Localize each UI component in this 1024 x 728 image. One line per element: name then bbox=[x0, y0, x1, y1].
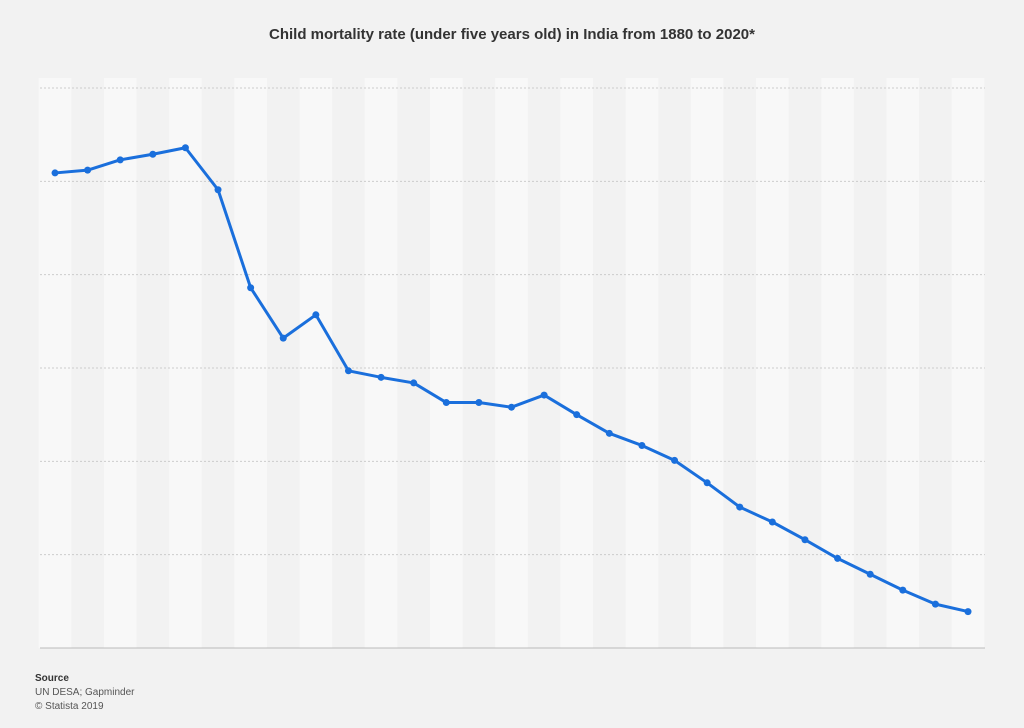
data-point bbox=[931, 600, 939, 608]
column-band bbox=[103, 78, 137, 648]
data-point bbox=[768, 518, 776, 526]
column-band bbox=[38, 78, 72, 648]
source-note: Source UN DESA; Gapminder © Statista 201… bbox=[35, 672, 134, 714]
chart-title: Child mortality rate (under five years o… bbox=[269, 26, 755, 43]
data-point bbox=[214, 186, 222, 194]
data-point bbox=[116, 156, 124, 164]
data-point bbox=[573, 411, 581, 419]
data-point bbox=[605, 429, 613, 437]
data-point bbox=[899, 586, 907, 594]
source-text: UN DESA; Gapminder bbox=[35, 687, 135, 698]
copyright-text: © Statista 2019 bbox=[35, 701, 104, 712]
data-point bbox=[279, 334, 287, 342]
data-point bbox=[671, 456, 679, 464]
data-point bbox=[638, 441, 646, 449]
column-band bbox=[690, 78, 724, 648]
data-point bbox=[410, 379, 418, 387]
data-point bbox=[247, 284, 255, 292]
column-band bbox=[429, 78, 463, 648]
data-point bbox=[312, 311, 320, 319]
data-point bbox=[964, 608, 972, 616]
data-point bbox=[51, 169, 59, 177]
data-point bbox=[475, 399, 483, 407]
data-point bbox=[344, 367, 352, 375]
data-point bbox=[703, 479, 711, 487]
data-point bbox=[377, 373, 385, 381]
data-point bbox=[736, 503, 744, 511]
column-band bbox=[951, 78, 985, 648]
column-band bbox=[495, 78, 528, 648]
data-point bbox=[540, 391, 548, 399]
column-band bbox=[560, 78, 594, 648]
column-band bbox=[886, 78, 920, 648]
column-band bbox=[625, 78, 659, 648]
data-point bbox=[442, 399, 450, 407]
source-heading: Source bbox=[35, 673, 69, 684]
data-point bbox=[834, 554, 842, 562]
column-band bbox=[299, 78, 333, 648]
data-point bbox=[181, 144, 189, 152]
data-point bbox=[149, 150, 157, 158]
column-band bbox=[169, 78, 202, 648]
column-band bbox=[364, 78, 398, 648]
data-point bbox=[508, 403, 515, 411]
data-point bbox=[801, 536, 809, 544]
column-band bbox=[234, 78, 267, 648]
column-band bbox=[756, 78, 789, 648]
data-point bbox=[866, 570, 874, 578]
data-point bbox=[84, 166, 92, 174]
